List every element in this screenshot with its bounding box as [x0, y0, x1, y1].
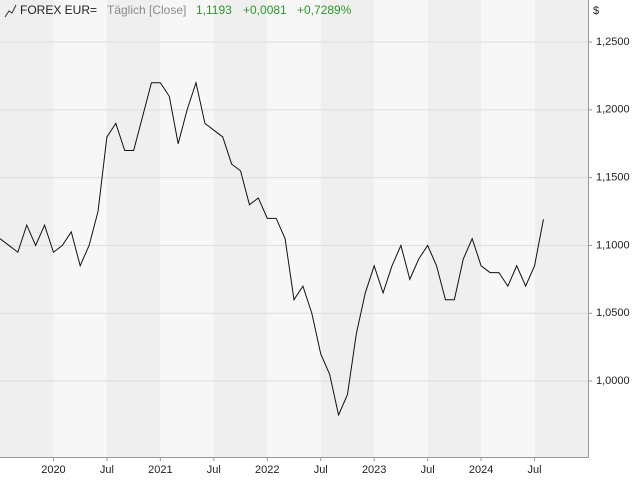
band — [213, 0, 268, 457]
y-tick-label: 1,0000 — [596, 375, 630, 387]
y-tick-label: 1,2000 — [596, 104, 630, 116]
line-icon — [4, 4, 17, 18]
instrument-name: FOREX EUR= — [20, 3, 97, 17]
last-price: 1,1193 — [196, 3, 232, 17]
band — [481, 0, 535, 457]
x-tick-label: 2022 — [255, 464, 279, 476]
x-tick-label: Jul — [100, 464, 114, 476]
y-unit: $ — [593, 5, 599, 17]
change: +0,0081 — [243, 3, 287, 17]
band — [374, 0, 428, 457]
band — [53, 0, 107, 457]
band — [534, 0, 588, 457]
band — [106, 0, 161, 457]
x-tick-label: Jul — [528, 464, 542, 476]
interval: Täglich [Close] — [107, 3, 186, 17]
y-tick-label: 1,2500 — [596, 36, 630, 48]
band — [427, 0, 482, 457]
x-tick-label: Jul — [314, 464, 328, 476]
x-tick-label: Jul — [421, 464, 435, 476]
band — [160, 0, 214, 457]
y-tick-label: 1,0500 — [596, 307, 630, 319]
x-tick-label: 2020 — [41, 464, 65, 476]
x-tick-label: 2021 — [148, 464, 172, 476]
x-tick-label: 2023 — [362, 464, 386, 476]
background-bands — [0, 0, 588, 457]
grid — [0, 41, 588, 382]
band — [320, 0, 375, 457]
price-line — [0, 80, 544, 417]
y-tick-label: 1,1500 — [596, 172, 630, 184]
y-tick-label: 1,1000 — [596, 239, 630, 251]
x-tick-label: 2024 — [469, 464, 493, 476]
x-tick-label: Jul — [207, 464, 221, 476]
plot — [0, 80, 544, 417]
band — [267, 0, 321, 457]
change-percent: +0,7289% — [297, 3, 352, 17]
